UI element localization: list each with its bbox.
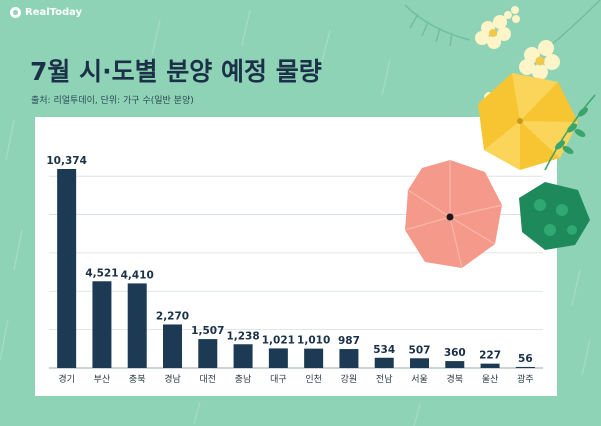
bar-chart: 10,374 경기 4,521 부산 4,410 충북 2,270 경남 1,507 대전 1,23…: [46, 155, 543, 385]
brand-logo: RealToday: [10, 7, 82, 18]
x-tick-label-6: 대구: [270, 374, 287, 385]
x-tick-label-11: 경북: [447, 373, 464, 385]
bar-9: [374, 357, 394, 368]
bar-7: [304, 348, 324, 368]
x-tick-label-12: 울산: [482, 374, 499, 385]
x-tick-label-8: 강원: [341, 374, 358, 385]
data-label-9: 534: [373, 344, 395, 356]
bar-10: [410, 358, 429, 368]
bar-5: [233, 344, 253, 368]
chart-card: 10,374 경기 4,521 부산 4,410 충북 2,270 경남 1,507 대전 1,23…: [35, 117, 557, 396]
x-tick-label-7: 인천: [305, 374, 322, 385]
data-label-8: 987: [338, 335, 360, 347]
data-label-1: 4,521: [85, 267, 118, 279]
data-label-4: 1,507: [191, 325, 224, 337]
data-label-7: 1,010: [297, 335, 330, 347]
bar-6: [268, 348, 288, 368]
x-tick-label-3: 경남: [164, 373, 181, 385]
x-tick-label-5: 충남: [235, 374, 252, 385]
data-label-0: 10,374: [46, 155, 87, 167]
data-label-6: 1,021: [262, 334, 295, 346]
bar-12: [480, 363, 500, 368]
bar-13: [515, 366, 535, 368]
page-subtitle: 출처: 리얼투데이, 단위: 가구 수(일반 분양): [31, 96, 194, 106]
x-tick-label-9: 전남: [376, 374, 393, 385]
x-tick-label-13: 광주: [517, 373, 534, 385]
bar-11: [445, 361, 465, 368]
x-tick-label-0: 경기: [58, 373, 75, 385]
brand-name: RealToday: [25, 7, 83, 18]
data-label-2: 4,410: [121, 269, 154, 281]
bar-4: [198, 339, 218, 368]
x-tick-label-1: 부산: [94, 374, 111, 385]
bar-3: [163, 324, 182, 368]
bar-0: [57, 169, 77, 368]
data-label-13: 56: [518, 353, 533, 365]
data-label-11: 360: [444, 347, 466, 359]
data-label-3: 2,270: [156, 310, 189, 322]
bar-8: [339, 349, 359, 368]
logo-icon: [10, 7, 21, 18]
bar-1: [92, 281, 112, 368]
page-title: 7월 시·도별 분양 예정 물량: [30, 57, 322, 86]
data-label-10: 507: [409, 344, 431, 356]
x-tick-label-10: 서울: [411, 374, 428, 385]
data-label-5: 1,238: [226, 330, 259, 342]
x-tick-label-4: 대전: [200, 374, 217, 385]
bar-2: [127, 283, 147, 368]
data-label-12: 227: [479, 350, 501, 362]
x-tick-label-2: 충북: [129, 374, 146, 385]
